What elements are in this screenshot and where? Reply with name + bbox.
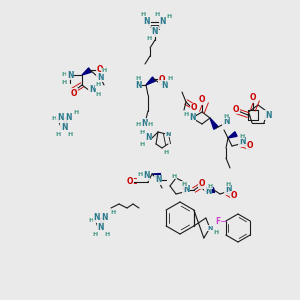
Text: N: N: [165, 131, 171, 136]
Text: N: N: [61, 124, 67, 133]
Text: N: N: [145, 134, 151, 142]
Text: N: N: [239, 137, 245, 146]
Text: O: O: [127, 178, 133, 187]
Text: H: H: [146, 35, 152, 40]
Text: H: H: [61, 73, 67, 77]
Text: H: H: [104, 232, 110, 236]
Text: H: H: [239, 134, 244, 139]
Text: H: H: [147, 122, 153, 128]
Polygon shape: [82, 68, 91, 75]
Text: H: H: [88, 218, 94, 223]
Text: H: H: [140, 142, 145, 146]
Text: N: N: [98, 224, 104, 232]
Text: N: N: [144, 17, 150, 26]
Text: H: H: [164, 149, 169, 154]
Text: H: H: [51, 116, 57, 121]
Text: O: O: [97, 65, 103, 74]
Polygon shape: [210, 118, 218, 129]
Text: O: O: [159, 74, 165, 83]
Text: H: H: [207, 184, 213, 188]
Text: O: O: [231, 191, 237, 200]
Text: H: H: [135, 76, 141, 82]
Text: N: N: [225, 185, 231, 194]
Text: H: H: [101, 68, 106, 74]
Text: H: H: [140, 130, 145, 134]
Text: O: O: [182, 185, 187, 190]
Polygon shape: [146, 77, 155, 85]
Text: H: H: [167, 76, 172, 82]
Text: N: N: [102, 214, 108, 223]
Polygon shape: [206, 188, 214, 192]
Text: H: H: [95, 92, 101, 98]
Text: H: H: [167, 14, 172, 19]
Text: H: H: [137, 172, 142, 176]
Text: F: F: [215, 217, 220, 226]
Text: O: O: [199, 95, 205, 104]
Text: H: H: [225, 182, 231, 187]
Text: H: H: [56, 131, 61, 136]
Text: N: N: [94, 214, 100, 223]
Text: N: N: [152, 28, 158, 37]
Text: H: H: [213, 230, 218, 235]
Text: N: N: [65, 113, 71, 122]
Text: N: N: [141, 118, 147, 127]
Text: H: H: [182, 182, 187, 187]
Text: N: N: [57, 113, 63, 122]
Text: N: N: [143, 172, 149, 181]
Text: H: H: [95, 82, 101, 88]
Text: O: O: [199, 179, 205, 188]
Text: N: N: [189, 113, 195, 122]
Text: N: N: [160, 17, 166, 26]
Text: O: O: [71, 88, 77, 98]
Text: H: H: [74, 110, 79, 115]
Text: N: N: [67, 70, 73, 80]
Polygon shape: [152, 174, 160, 178]
Text: N: N: [265, 110, 271, 119]
Text: N: N: [223, 118, 229, 127]
Text: N: N: [135, 80, 141, 89]
Text: H: H: [92, 232, 98, 236]
Text: H: H: [183, 112, 189, 116]
Text: O: O: [191, 103, 197, 112]
Text: H: H: [154, 11, 160, 16]
Text: H: H: [171, 173, 177, 178]
Text: O: O: [233, 104, 239, 113]
Text: H: H: [68, 131, 73, 136]
Text: N: N: [205, 188, 211, 196]
Text: N: N: [183, 185, 189, 194]
Text: H: H: [135, 122, 141, 128]
Text: O: O: [247, 142, 253, 151]
Text: N: N: [97, 73, 103, 82]
Polygon shape: [228, 132, 237, 138]
Text: O: O: [250, 94, 256, 103]
Text: N: N: [207, 226, 212, 230]
Text: H: H: [140, 11, 146, 16]
Text: N: N: [89, 85, 95, 94]
Text: H: H: [224, 113, 229, 119]
Text: N: N: [161, 80, 167, 89]
Text: N: N: [155, 176, 161, 184]
Text: H: H: [110, 209, 116, 214]
Text: H: H: [61, 80, 67, 85]
